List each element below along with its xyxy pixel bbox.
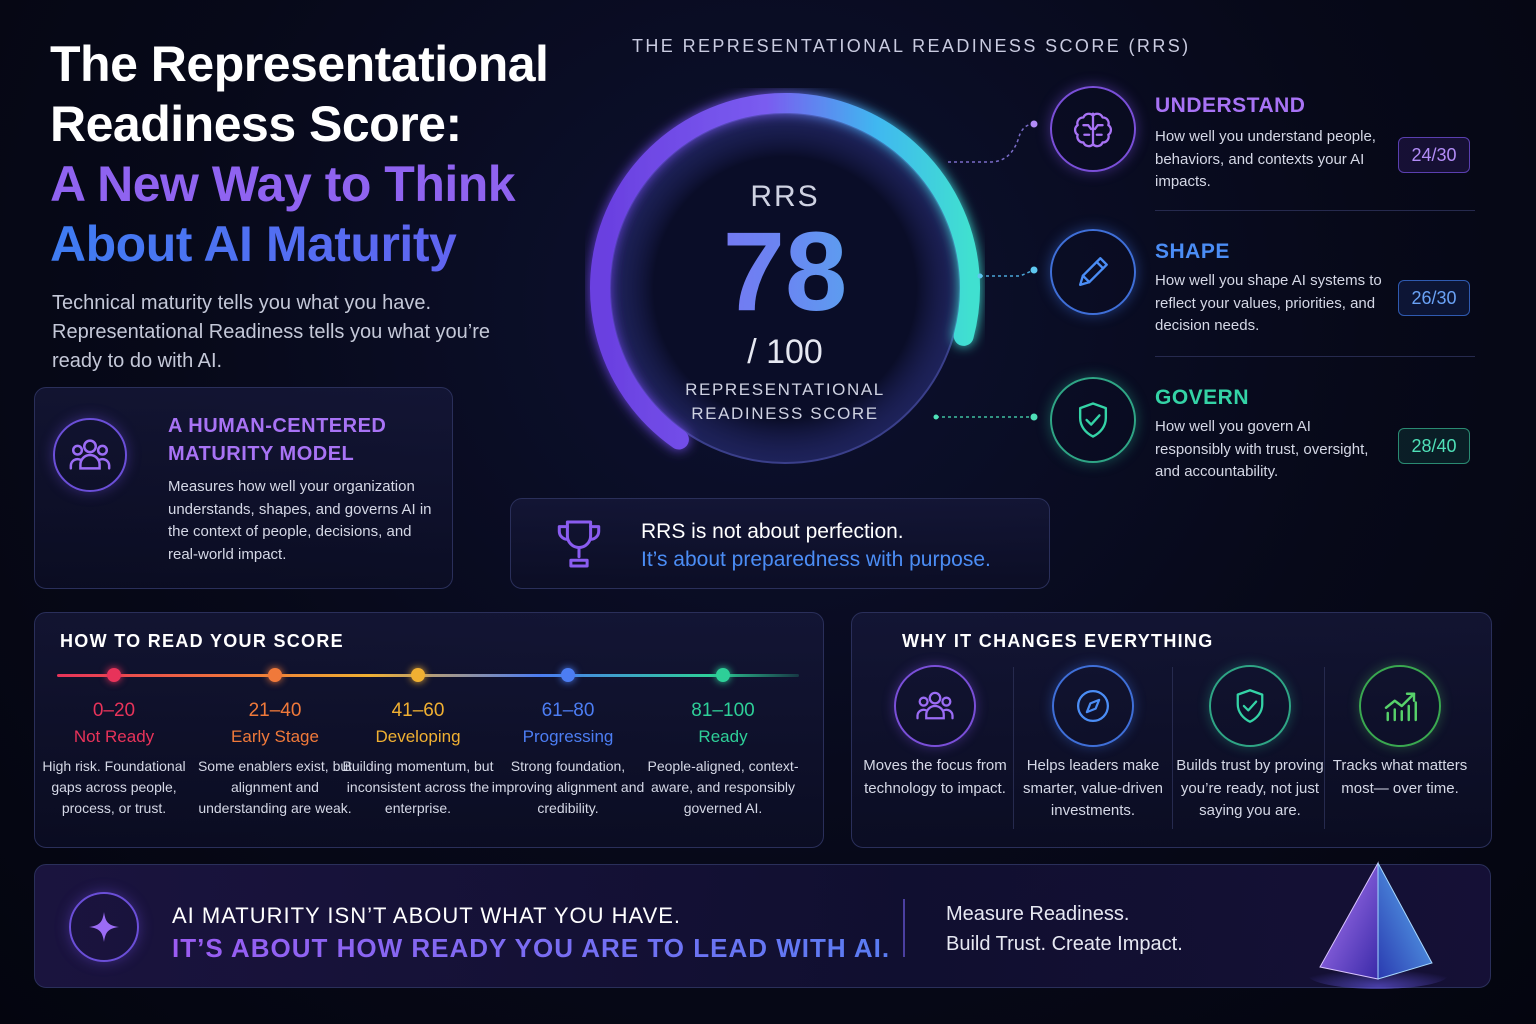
range-name: Early Stage <box>231 727 319 746</box>
banner-line-2: IT’S ABOUT HOW READY YOU ARE TO LEAD WIT… <box>172 933 891 963</box>
dimension-score: 28/40 <box>1398 428 1470 464</box>
dimension-score: 26/30 <box>1398 280 1470 316</box>
title-line-1: The Representational <box>50 36 549 92</box>
intro-text: Technical maturity tells you what you ha… <box>52 292 491 372</box>
dimension-govern: GOVERN How well you govern AI responsibl… <box>1050 377 1480 497</box>
people-icon <box>894 665 976 747</box>
dimension-title: GOVERN <box>1155 386 1250 409</box>
gauge-track <box>609 112 961 464</box>
dimension-shape: SHAPE How well you shape AI systems to r… <box>1050 229 1480 349</box>
why-heading: WHY IT CHANGES EVERYTHING <box>902 631 1214 651</box>
why-desc: Tracks what matters most— over time. <box>1332 757 1468 797</box>
dimension-desc: How well you shape AI systems to reflect… <box>1155 272 1382 334</box>
divider <box>1324 667 1325 829</box>
pencil-icon <box>1050 229 1136 315</box>
why-item: Helps leaders make smarter, value-driven… <box>1018 665 1168 823</box>
why-item: Tracks what matters most— over time. <box>1325 665 1475 800</box>
why-desc: Moves the focus from technology to impac… <box>863 757 1007 797</box>
title-line-4: About AI Maturity <box>50 214 590 274</box>
page-title: The Representational Readiness Score: A … <box>50 34 590 274</box>
shield-check-icon <box>1050 377 1136 463</box>
bottom-banner: AI MATURITY ISN’T ABOUT WHAT YOU HAVE. I… <box>34 861 1491 989</box>
brain-icon <box>1050 86 1136 172</box>
divider <box>1013 667 1014 829</box>
compass-icon <box>1052 665 1134 747</box>
range-value: 41–60 <box>391 700 445 721</box>
range-line <box>57 674 799 677</box>
dimension-score: 24/30 <box>1398 137 1470 173</box>
growth-chart-icon <box>1359 665 1441 747</box>
quote-line-1: RRS is not about perfection. <box>641 520 904 543</box>
range-name: Not Ready <box>73 727 155 746</box>
connector-lines <box>933 120 1038 421</box>
human-centered-card: A HUMAN-CENTERED MATURITY MODEL Measures… <box>34 387 453 589</box>
range-value: 21–40 <box>248 700 302 721</box>
divider <box>1155 356 1475 357</box>
range-value: 0–20 <box>92 700 136 721</box>
range-desc: High risk. Foundational gaps across peop… <box>42 758 186 816</box>
gauge-score: 78 <box>585 212 985 332</box>
title-line-3: A New Way to Think <box>50 156 516 212</box>
range-desc: Some enablers exist, but alignment and u… <box>197 758 353 816</box>
why-desc: Helps leaders make smarter, value-driven… <box>1022 757 1164 819</box>
title-line-2: Readiness Score: <box>50 96 462 152</box>
gauge-value-arc <box>590 92 980 450</box>
gauge-graphic <box>590 92 980 464</box>
dimension-desc: How well you understand people, behavior… <box>1155 128 1376 190</box>
range-dot <box>561 668 575 682</box>
gauge-abbr: RRS <box>750 180 820 213</box>
range-dot <box>716 668 730 682</box>
why-card: WHY IT CHANGES EVERYTHING Moves the focu… <box>851 612 1492 848</box>
quote-card: RRS is not about perfection. It’s about … <box>510 498 1050 589</box>
why-item: Moves the focus from technology to impac… <box>860 665 1010 800</box>
dimension-desc: How well you govern AI responsibly with … <box>1155 418 1369 480</box>
people-icon <box>53 418 127 492</box>
rrs-gauge: RRS 78 / 100 REPRESENTATIONAL READINESS … <box>585 88 985 488</box>
divider <box>1172 667 1173 829</box>
gauge-label: REPRESENTATIONAL READINESS SCORE <box>585 378 985 426</box>
range-desc: Strong foundation, improving alignment a… <box>491 758 645 816</box>
banner-line-1: AI MATURITY ISN’T ABOUT WHAT YOU HAVE. <box>172 903 682 928</box>
range-name: Developing <box>375 727 461 746</box>
range-dot <box>411 668 425 682</box>
dimension-title: UNDERSTAND <box>1155 94 1306 117</box>
dimension-understand: UNDERSTAND How well you understand peopl… <box>1050 86 1480 206</box>
range-name: Progressing <box>522 727 614 746</box>
read-heading: HOW TO READ YOUR SCORE <box>60 631 344 651</box>
gauge-label-line-2: READINESS SCORE <box>691 404 879 423</box>
range-value: 81–100 <box>691 700 755 721</box>
divider <box>903 899 905 957</box>
why-item: Builds trust by proving you’re ready, no… <box>1175 665 1325 823</box>
pyramid-graphic <box>1300 857 1450 989</box>
human-centered-desc: Measures how well your organization unde… <box>168 478 432 563</box>
dimension-title: SHAPE <box>1155 240 1230 263</box>
human-centered-title: A HUMAN-CENTERED MATURITY MODEL <box>168 415 387 465</box>
quote-line-2: It’s about preparedness with purpose. <box>641 548 991 571</box>
range-dot <box>268 668 282 682</box>
divider <box>1155 210 1475 211</box>
read-score-card: HOW TO READ YOUR SCORE 0–20 Not Ready High… <box>34 612 824 848</box>
range-dot <box>107 668 121 682</box>
sparkle-icon <box>69 892 139 962</box>
gauge-max: / 100 <box>747 333 823 371</box>
banner-tagline-1: Measure Readiness. <box>946 903 1130 925</box>
range-desc: People-aligned, context-aware, and respo… <box>647 758 799 816</box>
range-name: Ready <box>698 727 748 746</box>
gauge-heading: THE REPRESENTATIONAL READINESS SCORE (RR… <box>632 36 1191 56</box>
range-desc: Building momentum, but inconsistent acro… <box>342 758 494 816</box>
banner-tagline-2: Build Trust. Create Impact. <box>946 933 1183 955</box>
gauge-label-line-1: REPRESENTATIONAL <box>685 380 885 399</box>
trophy-icon <box>551 515 607 578</box>
shield-check-icon <box>1209 665 1291 747</box>
why-desc: Builds trust by proving you’re ready, no… <box>1176 757 1324 819</box>
range-value: 61–80 <box>541 700 595 721</box>
